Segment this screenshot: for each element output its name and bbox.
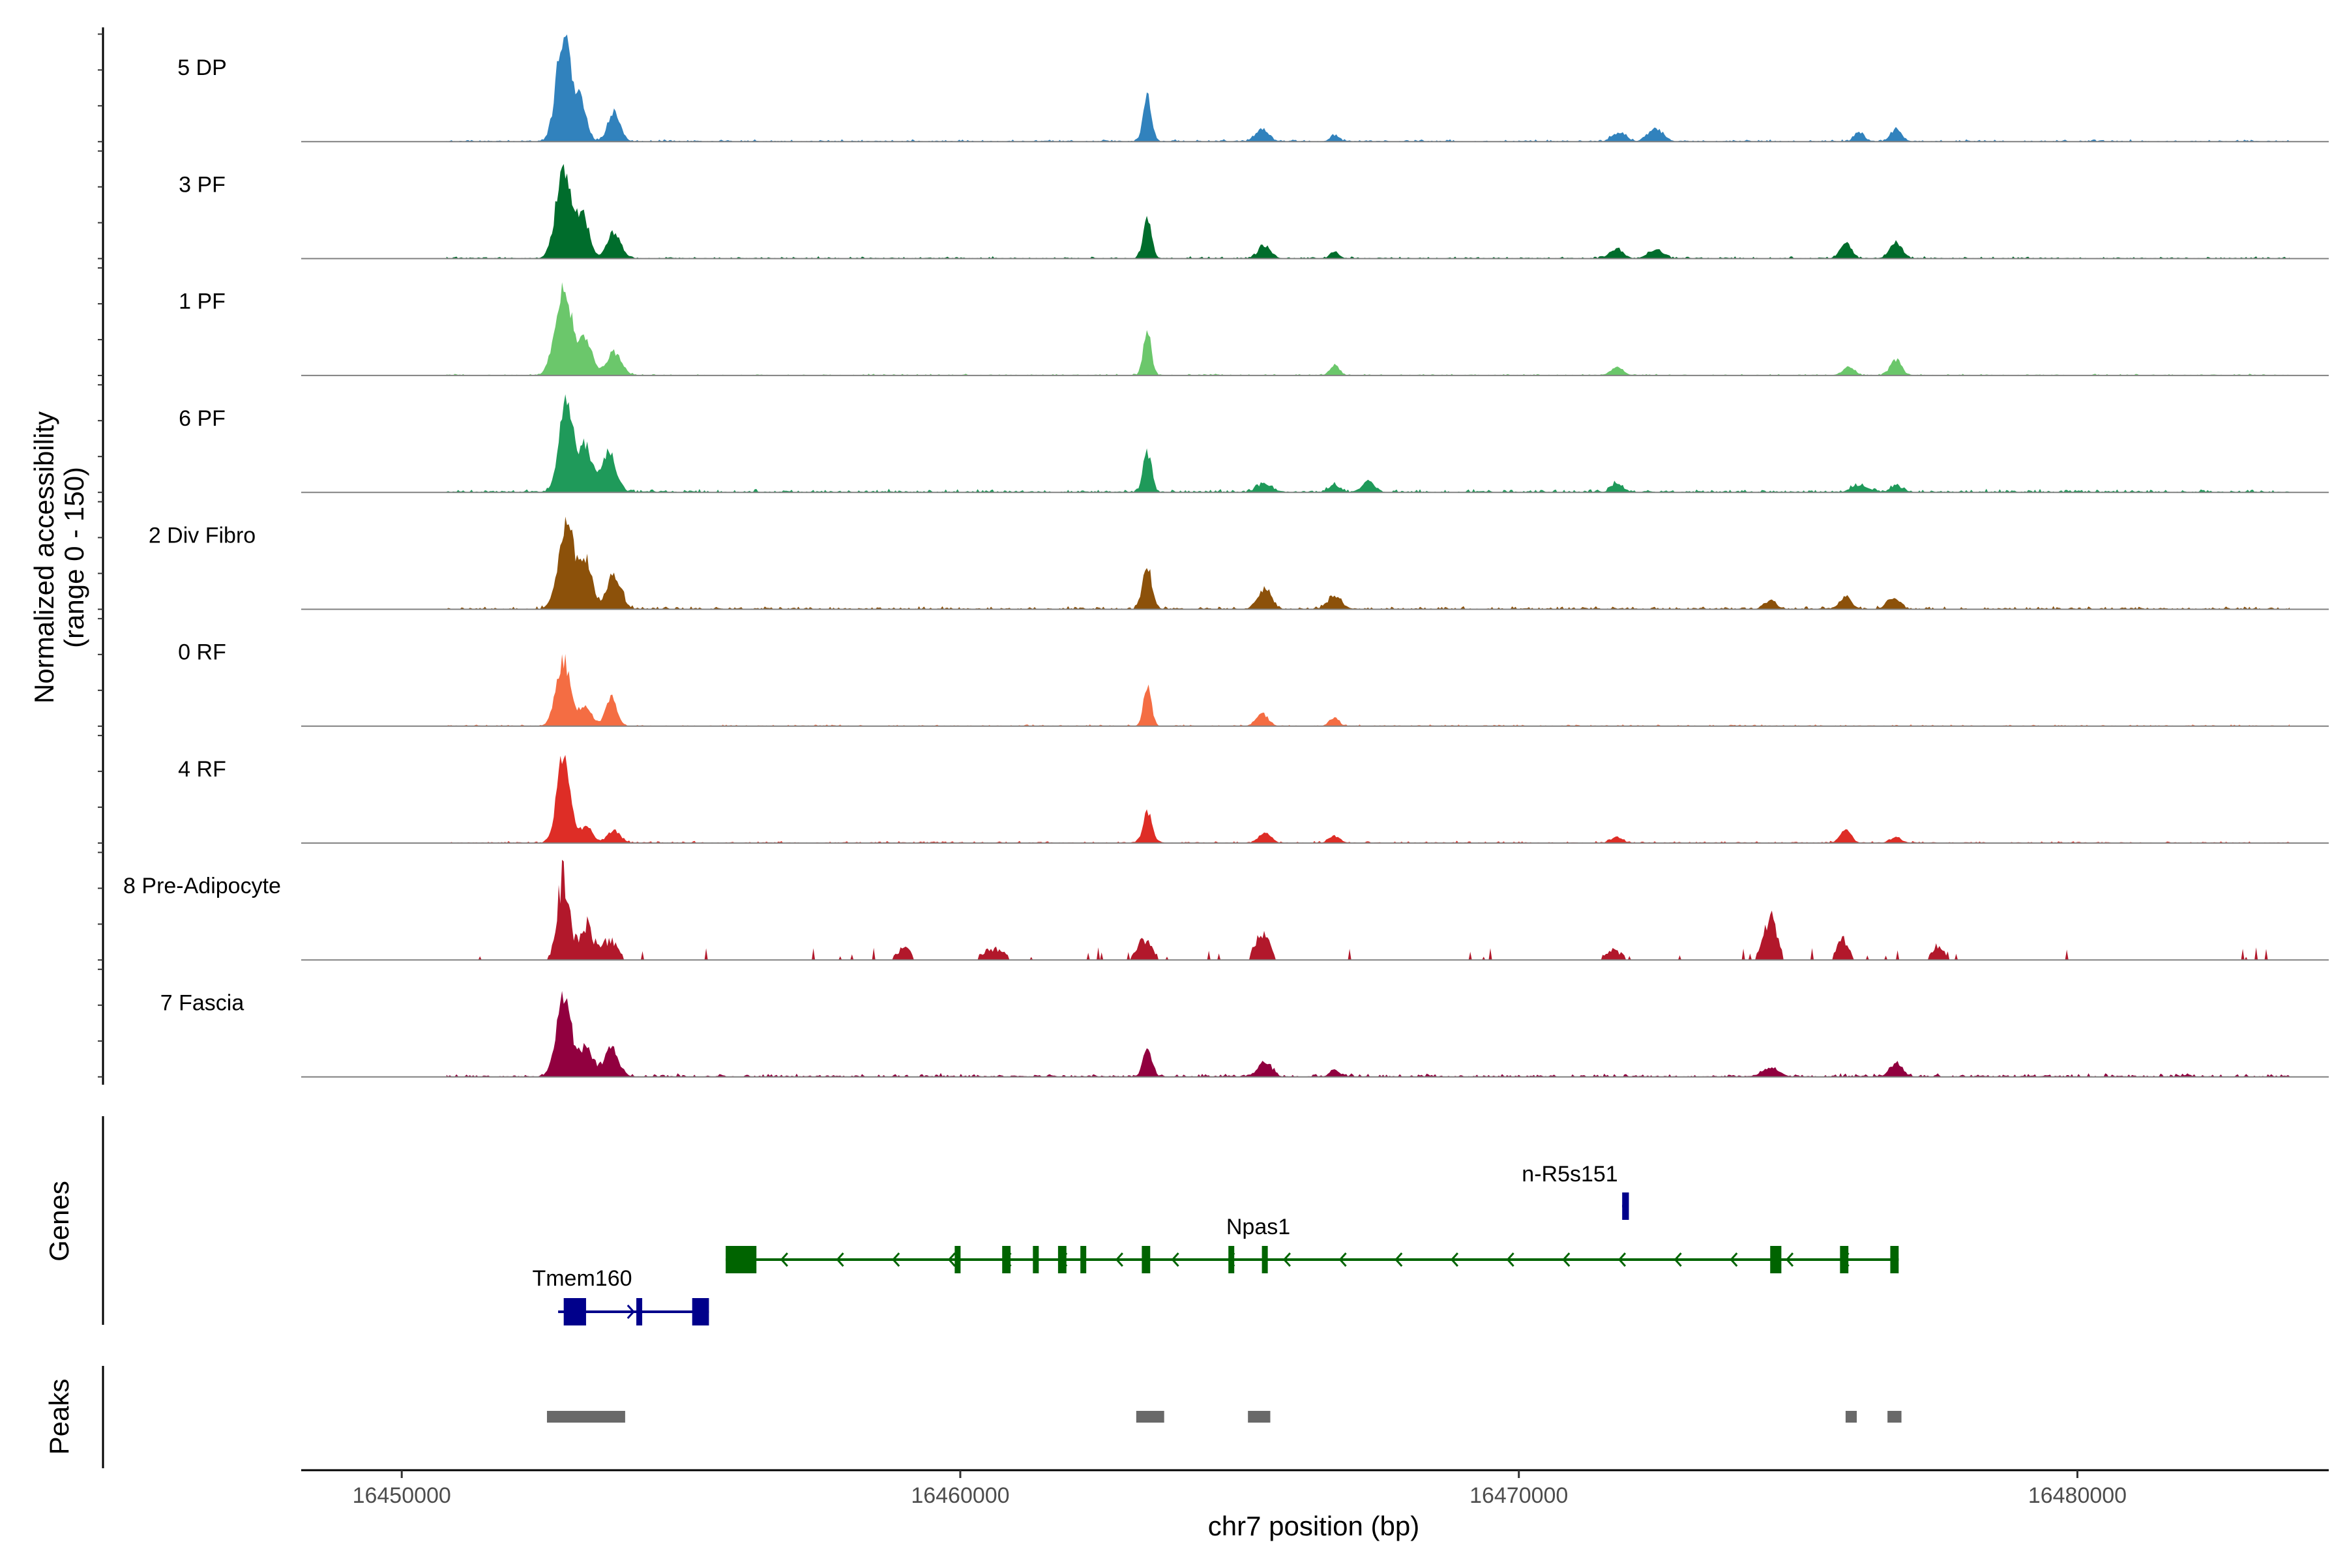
track-label: 6 PF bbox=[179, 406, 226, 431]
gene-exon bbox=[1622, 1192, 1629, 1220]
coverage-area bbox=[446, 34, 2290, 142]
gene-exon bbox=[636, 1298, 643, 1325]
gene-exon bbox=[1002, 1246, 1011, 1273]
strand-chevron bbox=[947, 1252, 956, 1267]
strand-chevron bbox=[892, 1252, 900, 1267]
track-6-pf: 6 PF bbox=[179, 394, 2329, 494]
gene-exon bbox=[954, 1246, 961, 1273]
gene-exon bbox=[1770, 1246, 1782, 1273]
coverage-area bbox=[446, 859, 2290, 960]
peak-region bbox=[546, 1411, 625, 1423]
track-label: 2 Div Fibro bbox=[149, 523, 256, 548]
gene-exon bbox=[726, 1246, 757, 1273]
track-label: 5 DP bbox=[177, 55, 227, 80]
strand-chevron bbox=[1617, 1252, 1627, 1267]
y-axis-label-line1: Normalized accessibility bbox=[29, 411, 59, 703]
gene-exon bbox=[1890, 1246, 1899, 1273]
track-label: 0 RF bbox=[178, 640, 226, 665]
gene-exon bbox=[563, 1298, 586, 1325]
gene-exon bbox=[1228, 1246, 1235, 1273]
peak-region bbox=[1248, 1411, 1271, 1423]
strand-chevron bbox=[780, 1252, 788, 1267]
strand-chevron bbox=[836, 1252, 844, 1267]
genes-panel-label: Genes bbox=[44, 1181, 74, 1262]
x-tick-label: 16480000 bbox=[2028, 1483, 2127, 1508]
strand-chevron bbox=[1730, 1252, 1738, 1267]
strand-chevron bbox=[1785, 1252, 1794, 1267]
peak-region bbox=[1136, 1411, 1164, 1423]
strand-chevron bbox=[627, 1304, 635, 1320]
coverage-area bbox=[446, 990, 2290, 1077]
gene-label: Npas1 bbox=[1226, 1215, 1290, 1239]
y-axis-label-line2: (range 0 - 150) bbox=[59, 467, 89, 648]
gene-exon bbox=[1033, 1246, 1039, 1273]
coverage-area bbox=[446, 654, 2290, 726]
gene-exon bbox=[1080, 1246, 1087, 1273]
strand-chevron bbox=[1506, 1252, 1514, 1267]
coverage-area bbox=[446, 754, 2290, 844]
strand-chevron bbox=[1115, 1252, 1123, 1267]
strand-chevron bbox=[1171, 1252, 1179, 1267]
strand-chevron bbox=[1338, 1252, 1347, 1267]
track-label: 8 Pre-Adipocyte bbox=[123, 874, 281, 898]
gene-exon bbox=[1142, 1246, 1151, 1273]
track-4-rf: 4 RF bbox=[178, 754, 2329, 844]
track-2-div-fibro: 2 Div Fibro bbox=[149, 516, 2329, 610]
gene-npas1: Npas1 bbox=[726, 1215, 1899, 1273]
x-tick-label: 16470000 bbox=[1469, 1483, 1568, 1508]
gene-exon bbox=[1057, 1246, 1067, 1273]
strand-chevron bbox=[1674, 1252, 1682, 1267]
peak-region bbox=[1887, 1411, 1902, 1423]
coverage-area bbox=[446, 164, 2290, 259]
strand-chevron bbox=[1282, 1252, 1291, 1267]
gene-label: Tmem160 bbox=[532, 1266, 632, 1291]
x-tick-label: 16460000 bbox=[911, 1483, 1009, 1508]
track-3-pf: 3 PF bbox=[179, 164, 2329, 259]
gene-n-r5s151: n-R5s151 bbox=[1522, 1162, 1629, 1220]
track-5-dp: 5 DP bbox=[177, 34, 2329, 143]
gene-exon bbox=[1262, 1246, 1268, 1273]
peaks-panel-label: Peaks bbox=[44, 1379, 74, 1455]
coverage-area bbox=[446, 516, 2290, 610]
track-8-pre-adipocyte: 8 Pre-Adipocyte bbox=[123, 859, 2329, 961]
coverage-area bbox=[446, 394, 2290, 493]
gene-exon bbox=[692, 1298, 709, 1325]
x-axis-label: chr7 position (bp) bbox=[1208, 1511, 1420, 1541]
track-label: 4 RF bbox=[178, 757, 226, 782]
track-label: 3 PF bbox=[179, 172, 226, 197]
track-0-rf: 0 RF bbox=[178, 640, 2329, 727]
track-label: 7 Fascia bbox=[160, 990, 244, 1015]
track-1-pf: 1 PF bbox=[179, 282, 2329, 376]
track-label: 1 PF bbox=[179, 289, 226, 314]
coverage-area bbox=[446, 282, 2290, 376]
strand-chevron bbox=[1395, 1252, 1403, 1267]
strand-chevron bbox=[1562, 1252, 1571, 1267]
strand-chevron bbox=[1450, 1252, 1459, 1267]
peak-region bbox=[1845, 1411, 1857, 1423]
gene-label: n-R5s151 bbox=[1522, 1162, 1617, 1187]
track-7-fascia: 7 Fascia bbox=[160, 990, 2329, 1078]
gene-tmem160: Tmem160 bbox=[532, 1266, 709, 1325]
x-tick-label: 16450000 bbox=[353, 1483, 451, 1508]
gene-exon bbox=[1840, 1246, 1849, 1273]
